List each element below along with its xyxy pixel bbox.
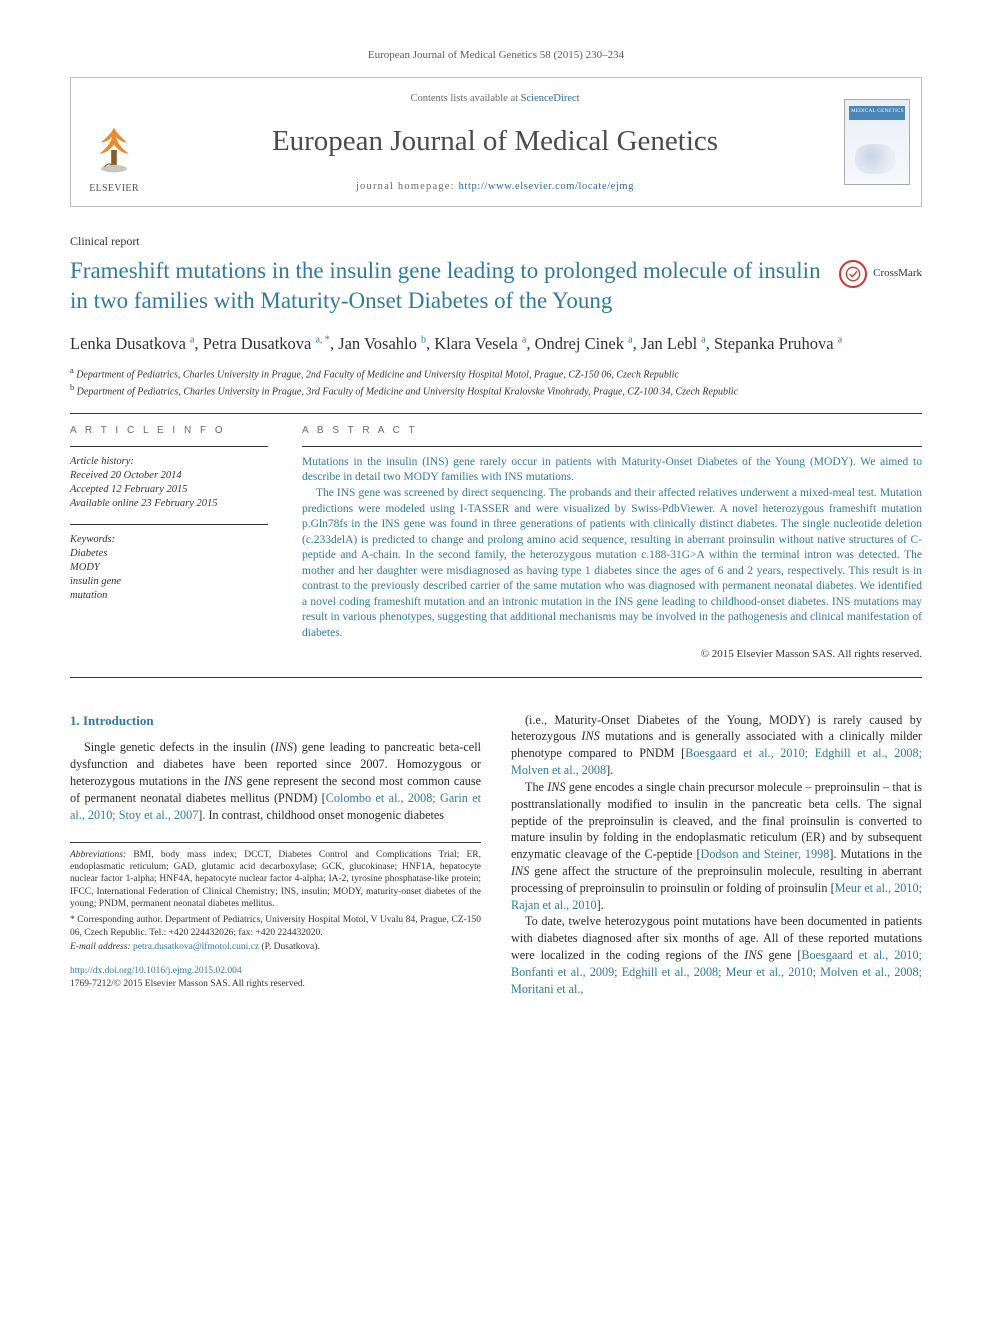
affiliations: a Department of Pediatrics, Charles Univ…: [70, 365, 922, 399]
abstract-text: Mutations in the insulin (INS) gene rare…: [302, 455, 922, 641]
citation-line: European Journal of Medical Genetics 58 …: [70, 48, 922, 63]
rule-info: [70, 446, 268, 447]
journal-name: European Journal of Medical Genetics: [167, 121, 823, 162]
keyword-0: Diabetes: [70, 547, 268, 561]
abstract-p1: Mutations in the insulin (INS) gene rare…: [302, 455, 922, 486]
journal-masthead: ELSEVIER Contents lists available at Sci…: [70, 77, 922, 207]
affiliation-b: b Department of Pediatrics, Charles Univ…: [70, 382, 922, 399]
history-online: Available online 23 February 2015: [70, 497, 268, 511]
issn-copyright: 1769-7212/© 2015 Elsevier Masson SAS. Al…: [70, 978, 481, 991]
rule-bottom: [70, 677, 922, 678]
crossmark-widget[interactable]: CrossMark: [839, 260, 922, 288]
keyword-3: mutation: [70, 589, 268, 603]
rule-abs: [302, 446, 922, 447]
intro-p2: (i.e., Maturity-Onset Diabetes of the Yo…: [511, 712, 922, 779]
journal-cover-thumbnail: MEDICAL GENETICS: [844, 99, 910, 185]
author-list: Lenka Dusatkova a, Petra Dusatkova a, *,…: [70, 333, 922, 355]
section-heading-intro: 1. Introduction: [70, 712, 481, 730]
publisher-logo-block: ELSEVIER: [71, 78, 157, 206]
footer-meta: http://dx.doi.org/10.1016/j.ejmg.2015.02…: [70, 965, 481, 991]
journal-homepage-line: journal homepage: http://www.elsevier.co…: [167, 180, 823, 195]
contents-available-line: Contents lists available at ScienceDirec…: [167, 92, 823, 107]
article-info-heading: A R T I C L E I N F O: [70, 424, 268, 438]
abbreviations: Abbreviations: BMI, body mass index; DCC…: [70, 849, 481, 911]
corresponding-email-link[interactable]: petra.dusatkova@lfmotol.cuni.cz: [133, 942, 259, 952]
sciencedirect-link[interactable]: ScienceDirect: [521, 93, 580, 104]
history-received: Received 20 October 2014: [70, 469, 268, 483]
rule-kw: [70, 524, 268, 525]
abstract-p2: The INS gene was screened by direct sequ…: [302, 486, 922, 641]
article-title: Frameshift mutations in the insulin gene…: [70, 256, 821, 315]
doi-link[interactable]: http://dx.doi.org/10.1016/j.ejmg.2015.02…: [70, 966, 242, 976]
corresponding-author: * Corresponding author. Department of Pe…: [70, 914, 481, 939]
intro-p4: To date, twelve heterozygous point mutat…: [511, 913, 922, 997]
history-accepted: Accepted 12 February 2015: [70, 483, 268, 497]
elsevier-tree-icon: [86, 122, 142, 178]
intro-p3: The INS gene encodes a single chain prec…: [511, 779, 922, 914]
publisher-name: ELSEVIER: [89, 182, 139, 196]
history-label: Article history:: [70, 455, 268, 469]
cover-label: MEDICAL GENETICS: [851, 108, 904, 115]
crossmark-label: CrossMark: [873, 266, 922, 281]
document-type: Clinical report: [70, 233, 922, 250]
article-history: Article history: Received 20 October 201…: [70, 455, 268, 604]
ref-link[interactable]: Dodson and Steiner, 1998: [701, 847, 830, 861]
contents-prefix: Contents lists available at: [410, 93, 520, 104]
email-line: E-mail address: petra.dusatkova@lfmotol.…: [70, 941, 481, 953]
keywords-label: Keywords:: [70, 533, 268, 547]
keyword-1: MODY: [70, 561, 268, 575]
crossmark-icon: [839, 260, 867, 288]
homepage-prefix: journal homepage:: [356, 181, 459, 192]
footnotes-block: Abbreviations: BMI, body mass index; DCC…: [70, 842, 481, 954]
affiliation-a: a Department of Pediatrics, Charles Univ…: [70, 365, 922, 382]
abstract-heading: A B S T R A C T: [302, 424, 922, 438]
abstract-copyright: © 2015 Elsevier Masson SAS. All rights r…: [302, 647, 922, 662]
intro-p1: Single genetic defects in the insulin (I…: [70, 739, 481, 823]
journal-homepage-link[interactable]: http://www.elsevier.com/locate/ejmg: [459, 181, 634, 192]
keyword-2: insulin gene: [70, 575, 268, 589]
rule-top: [70, 413, 922, 414]
